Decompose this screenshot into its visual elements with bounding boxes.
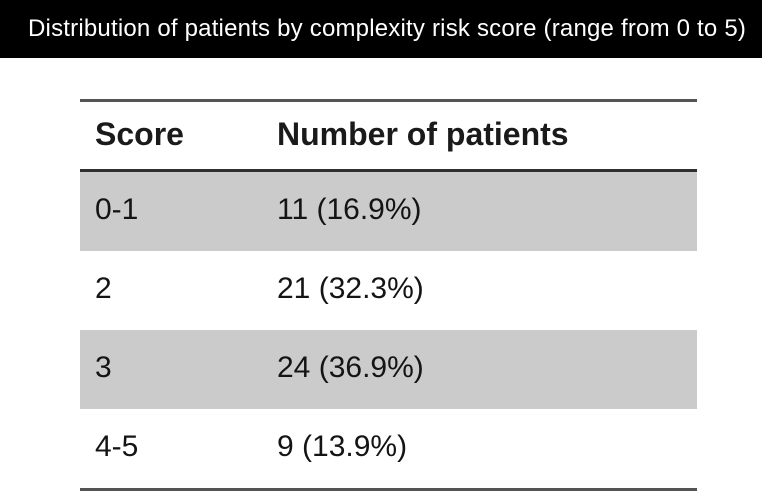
score-cell: 0-1: [95, 192, 139, 226]
patients-cell: 24 (36.9%): [277, 350, 424, 384]
score-cell: 2: [95, 271, 112, 305]
patients-cell: 21 (32.3%): [277, 271, 424, 305]
table-row: 2 21 (32.3%): [80, 251, 697, 330]
table-row: 3 24 (36.9%): [80, 330, 697, 409]
score-cell: 4-5: [95, 429, 139, 463]
slide-title: Distribution of patients by complexity r…: [28, 15, 747, 42]
patients-cell: 9 (13.9%): [277, 429, 408, 463]
column-header-score: Score: [95, 115, 184, 152]
score-cell: 3: [95, 350, 112, 384]
table-header-row: Score Number of patients: [80, 102, 697, 172]
column-header-patients: Number of patients: [277, 115, 569, 152]
patients-table: Score Number of patients 0-1 11 (16.9%) …: [80, 99, 697, 491]
title-bar: Distribution of patients by complexity r…: [0, 0, 762, 58]
table-row: 4-5 9 (13.9%): [80, 409, 697, 488]
patients-cell: 11 (16.9%): [277, 192, 422, 226]
table-row: 0-1 11 (16.9%): [80, 172, 697, 251]
